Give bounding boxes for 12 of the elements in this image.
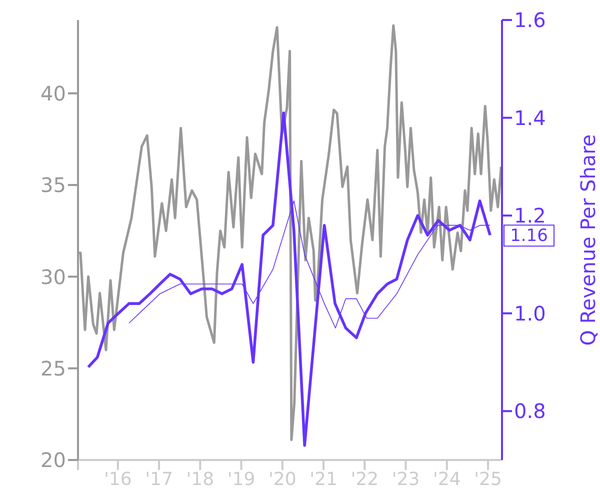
- y2-tick-label: 0.8: [514, 399, 546, 424]
- y2-tick-label: 1.2: [514, 204, 546, 228]
- y2-axis-title: Q Revenue Per Share: [576, 134, 600, 346]
- y2-tick-label: 1.4: [514, 106, 546, 130]
- y-tick-label: 25: [40, 356, 66, 380]
- y-tick-label: 20: [40, 448, 66, 472]
- y2-tick-label: 1.6: [514, 8, 546, 32]
- y-tick-label: 40: [40, 81, 66, 106]
- y-tick-label: 30: [40, 264, 66, 289]
- y2-tick-label: 1.0: [514, 301, 546, 326]
- y-tick-label: 35: [40, 173, 66, 198]
- text: 1.16: [510, 226, 548, 246]
